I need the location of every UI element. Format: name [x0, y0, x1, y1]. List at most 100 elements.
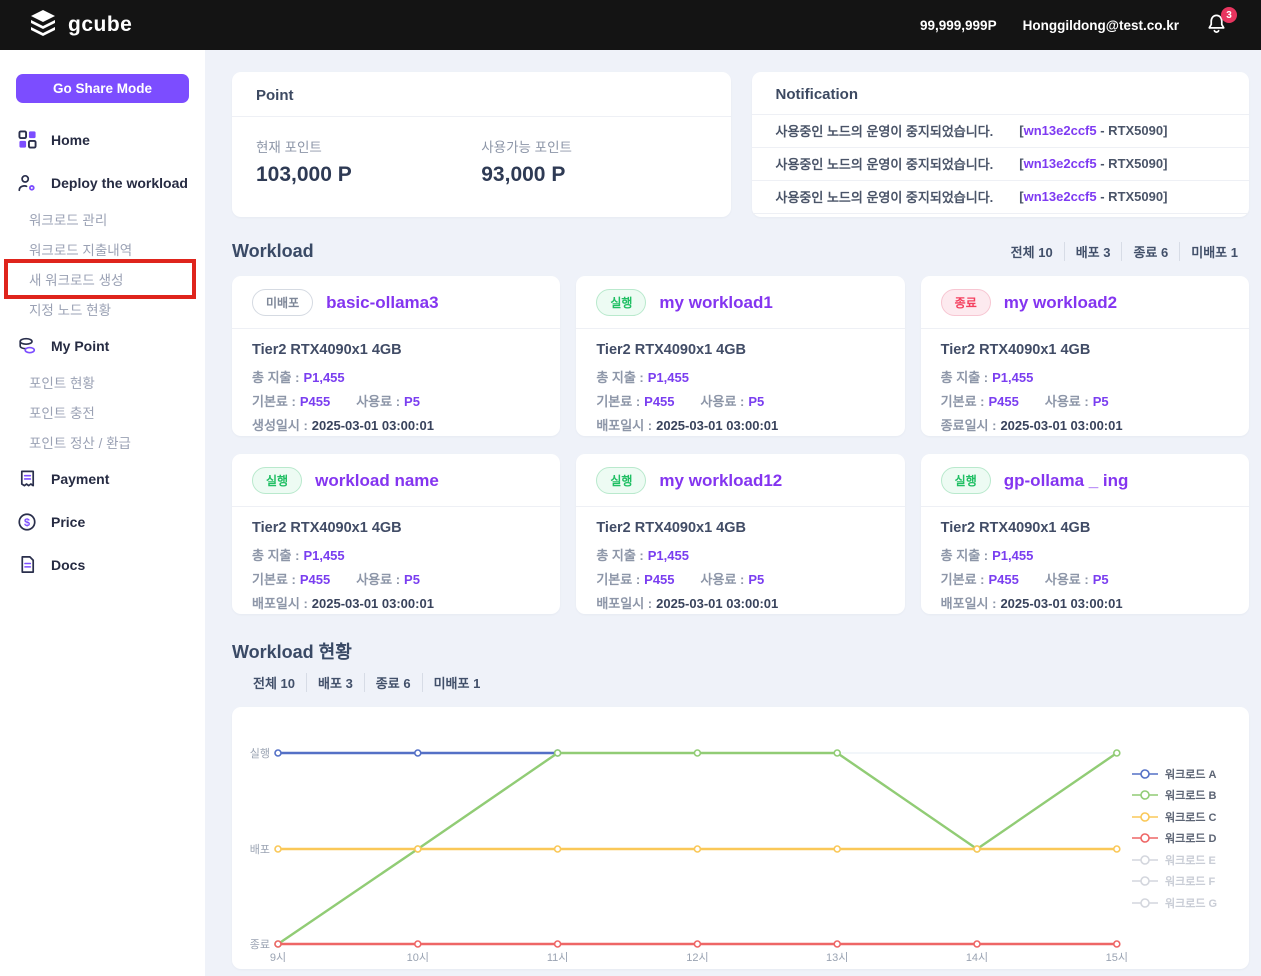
- available-point-value: 93,000 P: [481, 163, 706, 187]
- go-share-mode-button[interactable]: Go Share Mode: [16, 74, 189, 103]
- workload-total-spend: 총 지출 :P1,455: [596, 367, 884, 386]
- sidebar-item-label: Payment: [51, 471, 109, 487]
- line-chart-plot[interactable]: 실행배포종료9시10시11시12시13시14시15시: [232, 721, 1249, 969]
- workload-card[interactable]: 미배포 basic-ollama3 Tier2 RTX4090x1 4GB 총 …: [232, 276, 560, 436]
- legend-label: 워크로드 F: [1165, 873, 1215, 889]
- sidebar-item-home[interactable]: Home: [0, 118, 205, 161]
- workload-total-spend: 총 지출 :P1,455: [941, 545, 1229, 564]
- node-id-link[interactable]: wn13e2ccf5: [1024, 156, 1097, 171]
- brand-name: gcube: [68, 13, 132, 37]
- legend-item[interactable]: 워크로드 E: [1132, 849, 1217, 871]
- workload-card[interactable]: 종료 my workload2 Tier2 RTX4090x1 4GB 총 지출…: [921, 276, 1249, 436]
- legend-marker-icon: [1132, 898, 1158, 908]
- notification-card: Notification 사용중인 노드의 운영이 중지되었습니다. [wn13…: [752, 72, 1250, 217]
- current-point: 현재 포인트 103,000 P: [256, 136, 481, 187]
- workload-date: 배포일시 :2025-03-01 03:00:01: [596, 593, 884, 612]
- sidebar-subitem-node-status[interactable]: 지정 노드 현황: [0, 294, 205, 324]
- available-point: 사용가능 포인트 93,000 P: [481, 136, 706, 187]
- sidebar-subitem-point-status[interactable]: 포인트 현황: [0, 367, 205, 397]
- workload-card[interactable]: 실행 workload name Tier2 RTX4090x1 4GB 총 지…: [232, 454, 560, 614]
- legend-item[interactable]: 워크로드 A: [1132, 763, 1217, 785]
- workload-section-title: Workload: [232, 241, 314, 262]
- workload-title[interactable]: gp-ollama _ ing: [1004, 471, 1129, 491]
- sidebar-item-deploy-workload[interactable]: Deploy the workload: [0, 161, 205, 204]
- svg-text:12시: 12시: [686, 952, 708, 964]
- home-grid-icon: [16, 129, 38, 151]
- workload-status-chart: 실행배포종료9시10시11시12시13시14시15시 워크로드 A워크로드 B워…: [232, 707, 1249, 969]
- point-card-title: Point: [232, 72, 731, 117]
- sidebar-subitem-point-refund[interactable]: 포인트 정산 / 환급: [0, 427, 205, 457]
- node-id-link[interactable]: wn13e2ccf5: [1024, 123, 1097, 138]
- workload-card[interactable]: 실행 my workload12 Tier2 RTX4090x1 4GB 총 지…: [576, 454, 904, 614]
- workload-total-spend: 총 지출 :P1,455: [941, 367, 1229, 386]
- workload-title[interactable]: basic-ollama3: [326, 293, 438, 313]
- legend-label: 워크로드 G: [1165, 895, 1217, 911]
- workload-total-spend: 총 지출 :P1,455: [596, 545, 884, 564]
- sidebar-item-my-point[interactable]: My Point: [0, 324, 205, 367]
- sidebar-item-price[interactable]: $ Price: [0, 500, 205, 543]
- workload-card[interactable]: 실행 gp-ollama _ ing Tier2 RTX4090x1 4GB 총…: [921, 454, 1249, 614]
- workload-card[interactable]: 실행 my workload1 Tier2 RTX4090x1 4GB 총 지출…: [576, 276, 904, 436]
- svg-text:종료: 종료: [250, 939, 270, 951]
- coins-icon: [16, 335, 38, 357]
- legend-item[interactable]: 워크로드 F: [1132, 871, 1217, 893]
- workload-fees: 기본료 :P455사용료 :P5: [941, 391, 1229, 410]
- svg-text:실행: 실행: [250, 747, 270, 760]
- legend-item[interactable]: 워크로드 D: [1132, 828, 1217, 850]
- status-section-header: Workload 현황: [232, 638, 1249, 664]
- legend-item[interactable]: 워크로드 G: [1132, 892, 1217, 914]
- workload-title[interactable]: my workload2: [1004, 293, 1117, 313]
- svg-text:10시: 10시: [407, 952, 429, 964]
- legend-label: 워크로드 D: [1165, 830, 1216, 846]
- workload-fees: 기본료 :P455사용료 :P5: [252, 391, 540, 410]
- notification-row[interactable]: 사용중인 노드의 운영이 중지되었습니다. [wn13e2ccf5 - RTX5…: [752, 148, 1250, 181]
- sidebar-subitem-workload-manage[interactable]: 워크로드 관리: [0, 204, 205, 234]
- workload-date: 배포일시 :2025-03-01 03:00:01: [252, 593, 540, 612]
- svg-text:15시: 15시: [1106, 952, 1128, 964]
- filter-item[interactable]: 미배포 1: [1179, 242, 1249, 261]
- filter-item[interactable]: 전체 10: [242, 673, 306, 692]
- workload-spec: Tier2 RTX4090x1 4GB: [941, 520, 1229, 536]
- legend-marker-icon: [1132, 790, 1158, 800]
- filter-item[interactable]: 배포 3: [1064, 242, 1122, 261]
- notification-row[interactable]: 사용중인 노드의 운영이 중지되었습니다. [wn13e2ccf5 - RTX5…: [752, 115, 1250, 148]
- node-id-link[interactable]: wn13e2ccf5: [1024, 189, 1097, 204]
- status-section-title: Workload 현황: [232, 638, 352, 664]
- sidebar-subitem-new-workload[interactable]: 새 워크로드 생성: [0, 264, 205, 294]
- deploy-submenu: 워크로드 관리 워크로드 지출내역 새 워크로드 생성 지정 노드 현황: [0, 204, 205, 324]
- workload-title[interactable]: my workload12: [659, 471, 782, 491]
- filter-item[interactable]: 종료 6: [364, 673, 422, 692]
- status-badge: 실행: [596, 289, 646, 316]
- sidebar-subitem-point-charge[interactable]: 포인트 충전: [0, 397, 205, 427]
- workload-title[interactable]: workload name: [315, 471, 439, 491]
- workload-date: 배포일시 :2025-03-01 03:00:01: [941, 593, 1229, 612]
- user-email[interactable]: Honggildong@test.co.kr: [1023, 18, 1179, 33]
- notification-bell-icon[interactable]: 3: [1205, 12, 1231, 38]
- sidebar-subitem-workload-spending[interactable]: 워크로드 지출내역: [0, 234, 205, 264]
- legend-item[interactable]: 워크로드 B: [1132, 785, 1217, 807]
- notification-count-badge: 3: [1221, 7, 1237, 23]
- notification-message: 사용중인 노드의 운영이 중지되었습니다.: [776, 154, 994, 173]
- legend-label: 워크로드 A: [1165, 766, 1216, 782]
- workload-date: 종료일시 :2025-03-01 03:00:01: [941, 415, 1229, 434]
- filter-item[interactable]: 종료 6: [1121, 242, 1179, 261]
- workload-spec: Tier2 RTX4090x1 4GB: [252, 342, 540, 358]
- sidebar-item-docs[interactable]: Docs: [0, 543, 205, 586]
- sidebar-item-payment[interactable]: Payment: [0, 457, 205, 500]
- deploy-user-gear-icon: [16, 172, 38, 194]
- sidebar-item-label: Price: [51, 514, 85, 530]
- sidebar-item-label: Docs: [51, 557, 85, 573]
- notification-row[interactable]: 사용중인 노드의 운영이 중지되었습니다. [wn13e2ccf5 - RTX5…: [752, 181, 1250, 214]
- workload-total-spend: 총 지출 :P1,455: [252, 367, 540, 386]
- legend-item[interactable]: 워크로드 C: [1132, 806, 1217, 828]
- available-point-label: 사용가능 포인트: [481, 136, 706, 156]
- svg-text:14시: 14시: [966, 952, 988, 964]
- brand-logo[interactable]: gcube: [28, 8, 132, 43]
- legend-marker-icon: [1132, 833, 1158, 843]
- filter-item[interactable]: 전체 10: [1000, 242, 1064, 261]
- workload-date: 배포일시 :2025-03-01 03:00:01: [596, 415, 884, 434]
- filter-item[interactable]: 미배포 1: [422, 673, 492, 692]
- filter-item[interactable]: 배포 3: [306, 673, 364, 692]
- workload-fees: 기본료 :P455사용료 :P5: [596, 391, 884, 410]
- workload-title[interactable]: my workload1: [659, 293, 772, 313]
